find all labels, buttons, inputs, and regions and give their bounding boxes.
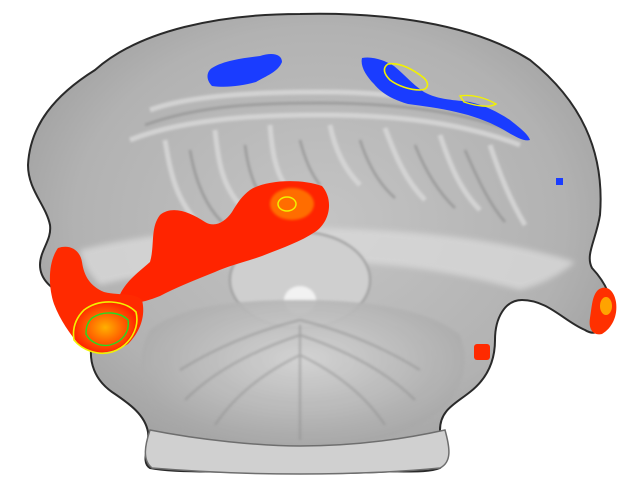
positive-activation-clusters [49,181,617,360]
activation-cluster-dot [556,178,563,185]
activation-central-core [270,188,314,220]
contour-top-right-yellow-2 [458,94,498,107]
contour-left-yellow [72,301,138,355]
contour-top-right-yellow [383,62,429,91]
contour-left-green [85,312,129,347]
negative-activation-clusters [207,54,563,185]
cerebellar-folia [179,319,421,440]
activation-cluster-top-right [361,57,530,141]
cerebellum [140,300,465,448]
activation-right-core [600,297,612,315]
activation-cluster-top-left [207,54,282,87]
activation-cluster-small [474,344,490,360]
activation-central-inner [277,196,297,212]
skull-base [144,429,450,475]
